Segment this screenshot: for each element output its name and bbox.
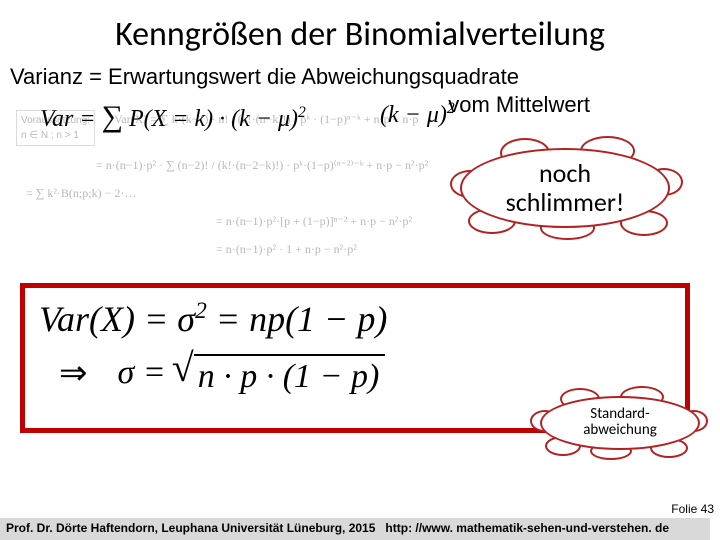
subtitle-line1: Varianz = Erwartungswert die Abweichungs… [0,61,720,92]
implies-icon: ⇒ [59,353,88,393]
comment-cloud-1: noch schlimmer! [460,148,670,228]
slide-number: Folie 43 [671,502,714,516]
comment-cloud-2: Standard- abweichung [540,396,700,450]
variance-formula: Var(X) = σ2 = np(1 − p) [39,298,671,340]
content-area: Var = ∑ P(X = k) · (k − μ)2 (k − μ)2 Vor… [0,118,720,438]
footer-url: http: //www. mathematik-sehen-und-verste… [385,521,669,535]
cloud1-line2: schlimmer! [506,186,625,218]
footer-bar: Prof. Dr. Dörte Haftendorn, Leuphana Uni… [0,518,710,540]
page-title: Kenngrößen der Binomialverteilung [0,0,720,61]
footer-author: Prof. Dr. Dörte Haftendorn, Leuphana Uni… [6,521,375,535]
cloud2-line2: abweichung [583,421,657,439]
cloud1-line1: noch [539,157,591,189]
stddev-formula: σ = √ n · p · (1 − p) [118,350,386,396]
